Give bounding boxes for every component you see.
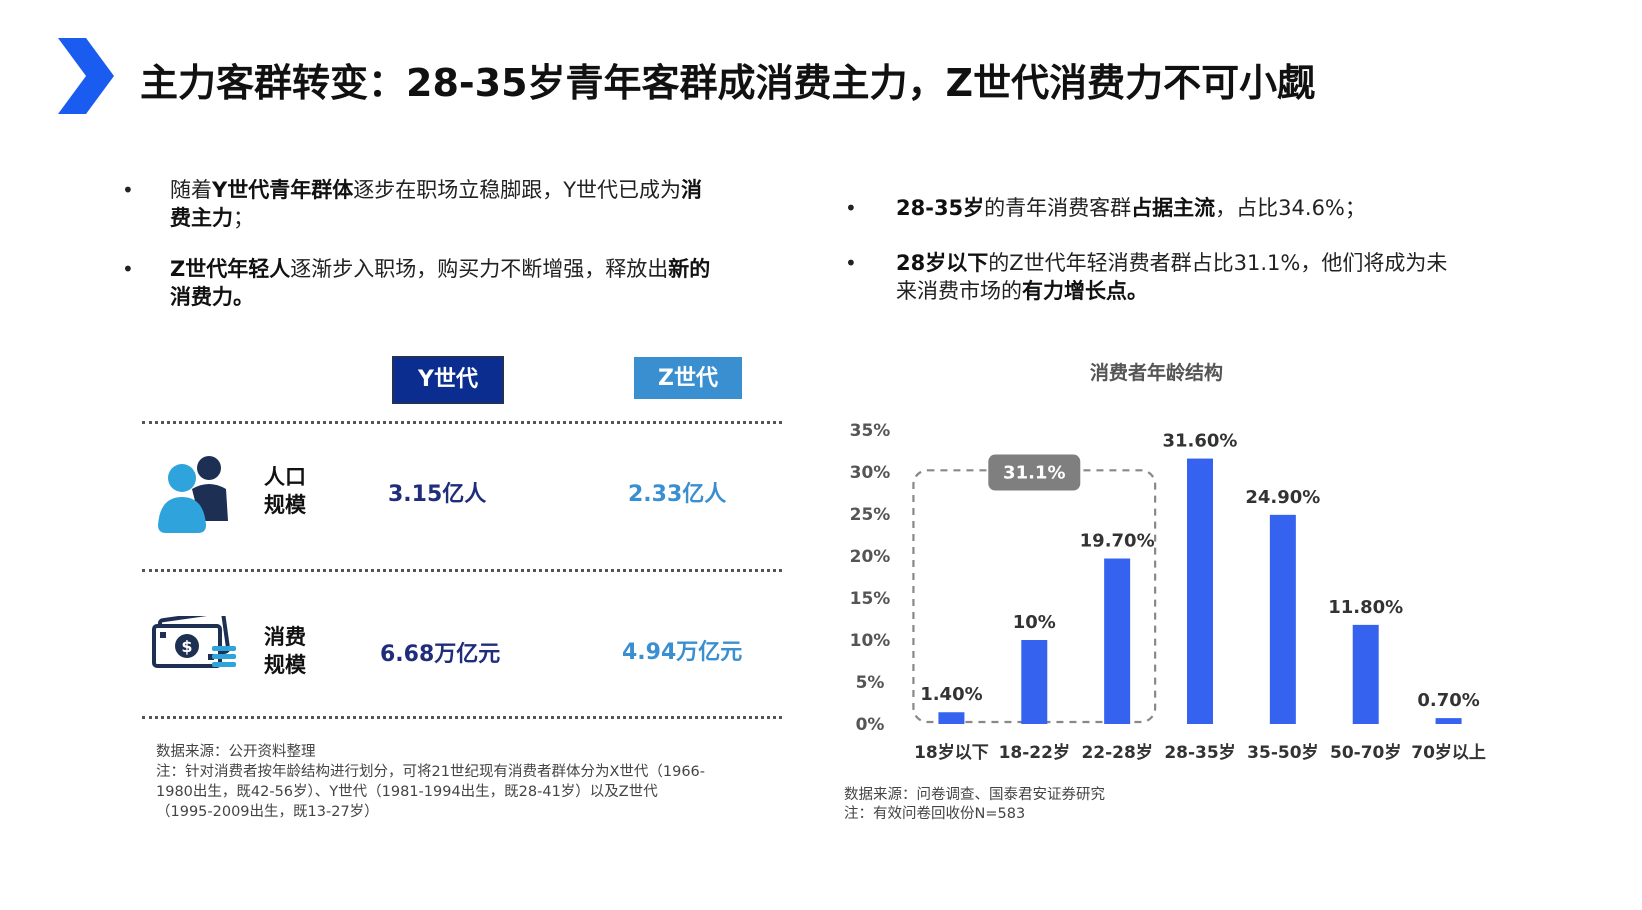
age-structure-bar-chart: 0% 5% 10% 15% 20% 25% 30% 35% 31.1% 1.40% 18岁以下 10%…	[850, 421, 1486, 763]
note-line: 数据来源：问卷调查、国泰君安证券研究	[844, 787, 1105, 803]
x-category-label: 18-22岁	[999, 742, 1070, 763]
bold-text: 消	[681, 178, 703, 202]
left-bullet-1-line2: 费主力；	[170, 204, 750, 232]
bar-data-label: 11.80%	[1328, 597, 1403, 618]
annotation-badge	[988, 454, 1081, 491]
bar-data-label: 31.60%	[1163, 431, 1238, 452]
money-icon: $	[152, 616, 236, 668]
population-label: 人口 规模	[264, 463, 306, 519]
x-category-label: 22-28岁	[1081, 742, 1152, 763]
bar	[1104, 558, 1131, 724]
y-tick-label: 20%	[850, 547, 891, 567]
text: 逐渐步入职场，购买力不断增强，释放出	[290, 257, 669, 281]
y-tick-label: 5%	[856, 673, 885, 693]
x-category-label: 18岁以下	[914, 742, 989, 763]
note-line: （1995-2009出生，既13-27岁）	[156, 804, 379, 820]
y-population-value: 3.15亿人	[388, 482, 487, 507]
bar-data-label: 10%	[1013, 612, 1056, 633]
bar-data-label: 24.90%	[1245, 487, 1320, 508]
chart-title: 消费者年龄结构	[1090, 362, 1224, 384]
left-bullet-2-line1: Z世代年轻人逐渐步入职场，购买力不断增强，释放出新的	[170, 255, 760, 283]
bold-text: 28-35岁	[896, 196, 985, 220]
label-line: 消费	[264, 625, 306, 649]
note-line: 注：针对消费者按年龄结构进行划分，可将21世纪现有消费者群体分为X世代（1966…	[156, 764, 706, 780]
right-bullet-1: 28-35岁的青年消费客群占据主流，占比34.6%；	[896, 194, 1556, 222]
bar-data-label: 1.40%	[920, 684, 982, 705]
bold-text: 费主力	[170, 206, 233, 230]
bar-data-label: 0.70%	[1417, 690, 1479, 711]
y-tick-label: 30%	[850, 463, 891, 483]
x-category-label: 35-50岁	[1247, 742, 1318, 763]
label-line: 人口	[264, 465, 306, 489]
bar	[1187, 458, 1213, 724]
label-line: 规模	[264, 493, 306, 517]
bullet-marker: •	[122, 257, 134, 281]
bold-text: 28岁以下	[896, 251, 989, 275]
bullet-marker: •	[122, 178, 134, 202]
bar-data-label: 19.70%	[1080, 531, 1155, 552]
note-line: 1980出生，既42-56岁）、Y世代（1981-1994出生，既28-41岁）…	[156, 784, 658, 800]
y-tick-label: 10%	[850, 631, 891, 651]
bar	[1435, 718, 1462, 724]
x-category-label: 50-70岁	[1330, 742, 1401, 763]
y-tick-label: 15%	[850, 589, 891, 609]
label-line: 规模	[264, 653, 306, 677]
left-source-note: 数据来源：公开资料整理 注：针对消费者按年龄结构进行划分，可将21世纪现有消费者…	[156, 742, 796, 822]
consumption-label: 消费 规模	[264, 623, 306, 679]
bullet-marker: •	[845, 251, 857, 275]
bar	[1269, 514, 1296, 724]
left-bullet-1-line1: 随着Y世代青年群体逐步在职场立稳脚跟，Y世代已成为消	[170, 176, 750, 204]
z-population-value: 2.33亿人	[628, 482, 727, 507]
divider	[142, 421, 782, 424]
note-line: 数据来源：公开资料整理	[156, 744, 316, 760]
y-tick-label: 0%	[856, 715, 885, 735]
y-tick-label: 35%	[850, 421, 891, 441]
text: ，占比34.6%；	[1215, 196, 1366, 220]
text: 的青年消费客群	[984, 196, 1132, 220]
left-bullet-2: Z世代年轻人逐渐步入职场，购买力不断增强，释放出新的 消费力。	[170, 255, 760, 311]
bold-text: 有力增长点。	[1022, 279, 1148, 303]
bar	[1352, 624, 1379, 724]
bold-text: Z世代年轻人	[170, 257, 291, 281]
logo-chevron-icon	[58, 38, 114, 114]
bold-text: 占据主流	[1131, 196, 1216, 220]
right-bullet-2-line1: 28岁以下的Z世代年轻消费者群占比31.1%，他们将成为未	[896, 249, 1596, 277]
note-line: 注：有效问卷回收份N=583	[844, 806, 1026, 822]
left-bullet-2-line2: 消费力。	[170, 283, 760, 311]
annotation-badge-label: 31.1%	[1003, 463, 1065, 484]
text: ；	[233, 206, 254, 230]
svg-text:$: $	[181, 637, 192, 656]
y-consumption-value: 6.68万亿元	[380, 642, 501, 667]
bar	[938, 712, 965, 724]
right-bullet-2-line2: 来消费市场的有力增长点。	[896, 277, 1596, 305]
divider	[142, 716, 782, 719]
people-icon	[158, 456, 228, 533]
bold-text: 消费力。	[170, 285, 254, 309]
text: 随着	[170, 178, 212, 202]
text: 的Z世代年轻消费者群占比31.1%，他们将成为未	[988, 251, 1448, 275]
z-gen-header: Z世代	[634, 357, 742, 399]
right-source-note: 数据来源：问卷调查、国泰君安证券研究 注：有效问卷回收份N=583	[844, 786, 1344, 824]
y-tick-label: 25%	[850, 505, 891, 525]
bold-text: Y世代青年群体	[212, 178, 354, 202]
logo-shape	[58, 38, 114, 114]
x-category-label: 28-35岁	[1164, 742, 1235, 763]
y-gen-header: Y世代	[392, 356, 504, 404]
bold-text: 新的	[668, 257, 711, 281]
text: 来消费市场的	[896, 279, 1022, 303]
text: 逐步在职场立稳脚跟，Y世代已成为	[353, 178, 682, 202]
page-title: 主力客群转变：28-35岁青年客群成消费主力，Z世代消费力不可小觑	[140, 61, 1316, 105]
x-category-label: 70岁以上	[1411, 742, 1486, 763]
left-bullet-1: 随着Y世代青年群体逐步在职场立稳脚跟，Y世代已成为消 费主力；	[170, 176, 750, 232]
bar	[1021, 640, 1048, 724]
bullet-marker: •	[845, 196, 857, 220]
z-consumption-value: 4.94万亿元	[622, 640, 743, 665]
divider	[142, 569, 782, 572]
right-bullet-2: 28岁以下的Z世代年轻消费者群占比31.1%，他们将成为未 来消费市场的有力增长…	[896, 249, 1596, 305]
